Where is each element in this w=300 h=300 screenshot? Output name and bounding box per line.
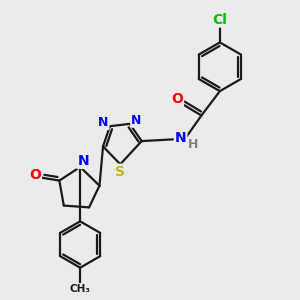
Text: CH₃: CH₃	[70, 284, 91, 293]
Text: N: N	[98, 116, 109, 129]
Text: N: N	[175, 131, 186, 145]
Text: N: N	[77, 154, 89, 168]
Text: S: S	[115, 165, 125, 179]
Text: O: O	[171, 92, 183, 106]
Text: H: H	[188, 138, 199, 151]
Text: Cl: Cl	[212, 13, 227, 26]
Text: N: N	[131, 114, 142, 127]
Text: O: O	[29, 168, 41, 182]
